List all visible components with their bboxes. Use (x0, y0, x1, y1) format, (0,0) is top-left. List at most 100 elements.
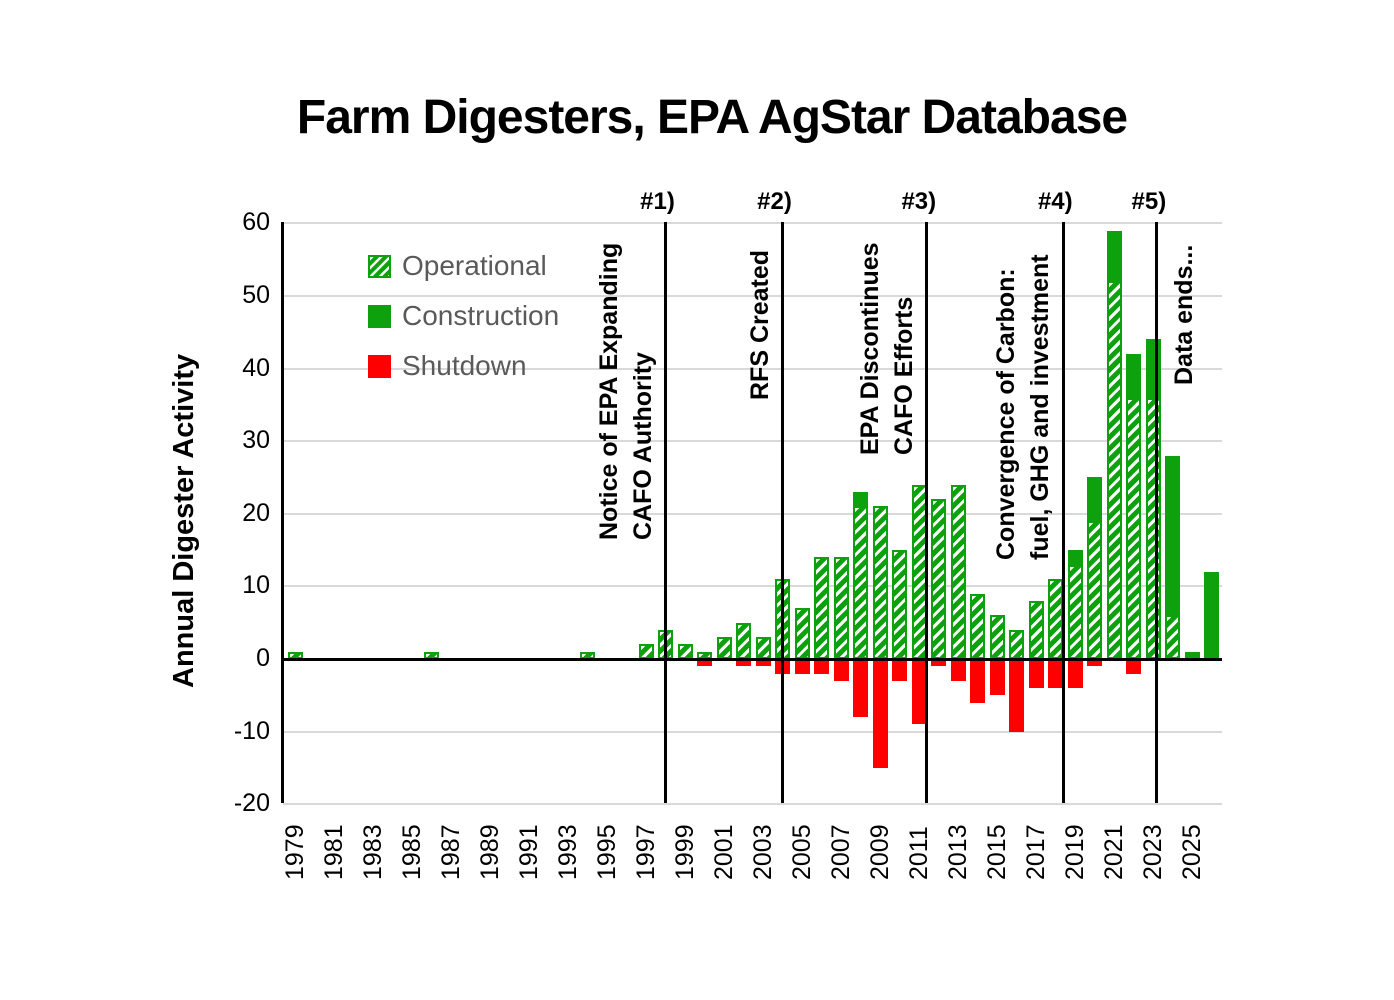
annotation-number-label-3: #3) (901, 188, 937, 215)
bar-operational-2022 (1126, 397, 1141, 659)
x-tick-label-2001: 2001 (710, 824, 738, 880)
bar-operational-2006 (814, 557, 829, 659)
x-tick-label-1985: 1985 (398, 824, 426, 880)
annotation-number-label-2: #2) (757, 188, 792, 215)
chart-title: Farm Digesters, EPA AgStar Database (296, 91, 1128, 144)
bar-shutdown-2002 (736, 659, 751, 667)
x-tick-label-2003: 2003 (749, 824, 777, 880)
annotation-text-line: CAFO Authority (628, 352, 657, 540)
legend-label-operational: Operational (402, 250, 547, 281)
gridline--10 (283, 730, 1222, 733)
annotation-line-4 (1061, 222, 1065, 803)
x-tick-label-2005: 2005 (788, 824, 816, 880)
x-tick-label-1991: 1991 (515, 824, 543, 880)
y-tick-label--10: -10 (233, 716, 270, 745)
annotation-text-5: Data ends... (1167, 245, 1201, 385)
bar-shutdown-2010 (892, 659, 907, 681)
bar-operational-2009 (873, 506, 888, 659)
gridline-20 (283, 512, 1222, 515)
bar-shutdown-2009 (873, 659, 888, 768)
bar-operational-2013 (951, 484, 966, 659)
y-tick-label-40: 40 (242, 353, 270, 382)
bar-shutdown-2000 (697, 659, 712, 667)
bar-shutdown-2006 (814, 659, 829, 674)
bar-shutdown-2014 (970, 659, 985, 703)
bar-shutdown-2016 (1009, 659, 1024, 732)
bar-shutdown-2012 (931, 659, 946, 667)
bar-operational-2007 (834, 557, 849, 659)
bar-operational-2008 (853, 506, 868, 659)
annotation-text-line: Convergence of Carbon: (992, 268, 1021, 560)
annotation-text-line: fuel, GHG and investment (1026, 254, 1055, 560)
bar-shutdown-2005 (795, 659, 810, 674)
x-tick-label-2019: 2019 (1061, 824, 1089, 880)
legend-item-operational: Operational (368, 250, 559, 281)
annotation-line-1 (664, 222, 667, 803)
x-tick-label-2023: 2023 (1139, 824, 1167, 880)
bar-operational-2003 (756, 637, 771, 659)
y-tick-label-0: 0 (256, 644, 270, 672)
x-tick-label-2017: 2017 (1022, 824, 1050, 880)
legend-label-shutdown: Shutdown (402, 350, 527, 381)
x-tick-label-1983: 1983 (359, 824, 387, 880)
legend-label-construction: Construction (402, 300, 560, 331)
bar-construction-2008 (853, 491, 868, 507)
y-tick-label-60: 60 (242, 208, 270, 237)
gridline-60 (283, 222, 1222, 225)
x-tick-label-2009: 2009 (866, 824, 894, 880)
x-tick-label-2013: 2013 (944, 824, 972, 880)
x-tick-label-2025: 2025 (1178, 824, 1206, 880)
bar-shutdown-2013 (951, 659, 966, 681)
shutdown-solid-swatch-icon (368, 354, 391, 378)
bar-shutdown-2018 (1048, 659, 1063, 689)
bar-operational-2001 (717, 637, 732, 659)
bar-construction-2020 (1087, 477, 1102, 521)
bar-shutdown-2008 (853, 659, 868, 718)
bar-operational-2010 (892, 550, 907, 659)
x-tick-label-1993: 1993 (554, 824, 582, 880)
y-tick-label--20: -20 (233, 789, 270, 818)
gridline-10 (283, 585, 1222, 588)
x-tick-label-1995: 1995 (593, 824, 621, 880)
bar-construction-2025 (1185, 651, 1200, 659)
y-tick-label-10: 10 (242, 571, 270, 600)
x-tick-label-2011: 2011 (905, 826, 933, 880)
annotation-text-2: RFS Created (743, 250, 777, 400)
bar-operational-2021 (1107, 281, 1122, 659)
gridline--20 (283, 803, 1222, 806)
bar-shutdown-2020 (1087, 659, 1102, 667)
annotation-text-line: Data ends... (1169, 244, 1198, 385)
annotation-line-3 (925, 222, 929, 803)
operational-hatched-swatch-icon (368, 254, 391, 278)
gridline-30 (283, 440, 1222, 443)
x-tick-label-1989: 1989 (476, 824, 504, 880)
x-tick-label-2021: 2021 (1100, 824, 1128, 880)
annotation-text-line: CAFO Efforts (889, 296, 918, 455)
x-tick-label-1997: 1997 (632, 824, 660, 880)
annotation-text-line: EPA Discontinues (855, 242, 884, 455)
legend: Operational Construction Shutdown (368, 250, 560, 402)
annotation-line-2 (781, 222, 784, 803)
annotation-line-5 (1155, 222, 1159, 803)
bar-construction-2026 (1204, 571, 1219, 659)
y-tick-label-50: 50 (242, 280, 270, 309)
bar-shutdown-2011 (912, 659, 927, 725)
bar-operational-2012 (931, 499, 946, 659)
legend-item-construction: Construction (368, 300, 560, 331)
annotation-text-line: RFS Created (745, 249, 774, 400)
annotation-text-4: Convergence of Carbon: fuel, GHG and inve… (989, 254, 1057, 560)
bar-operational-2023 (1146, 397, 1161, 659)
annotation-number-label-1: #1) (640, 188, 675, 215)
bar-shutdown-2007 (834, 659, 849, 681)
bar-construction-2024 (1165, 455, 1180, 616)
x-tick-label-2015: 2015 (983, 824, 1011, 880)
bar-shutdown-2015 (990, 659, 1005, 696)
bar-shutdown-2017 (1029, 659, 1044, 689)
bar-operational-2017 (1029, 600, 1044, 659)
bar-operational-2016 (1009, 629, 1024, 659)
annotation-text-line: Notice of EPA Expanding (594, 242, 623, 540)
bar-construction-2023 (1146, 339, 1161, 398)
bar-operational-2024 (1165, 615, 1180, 659)
